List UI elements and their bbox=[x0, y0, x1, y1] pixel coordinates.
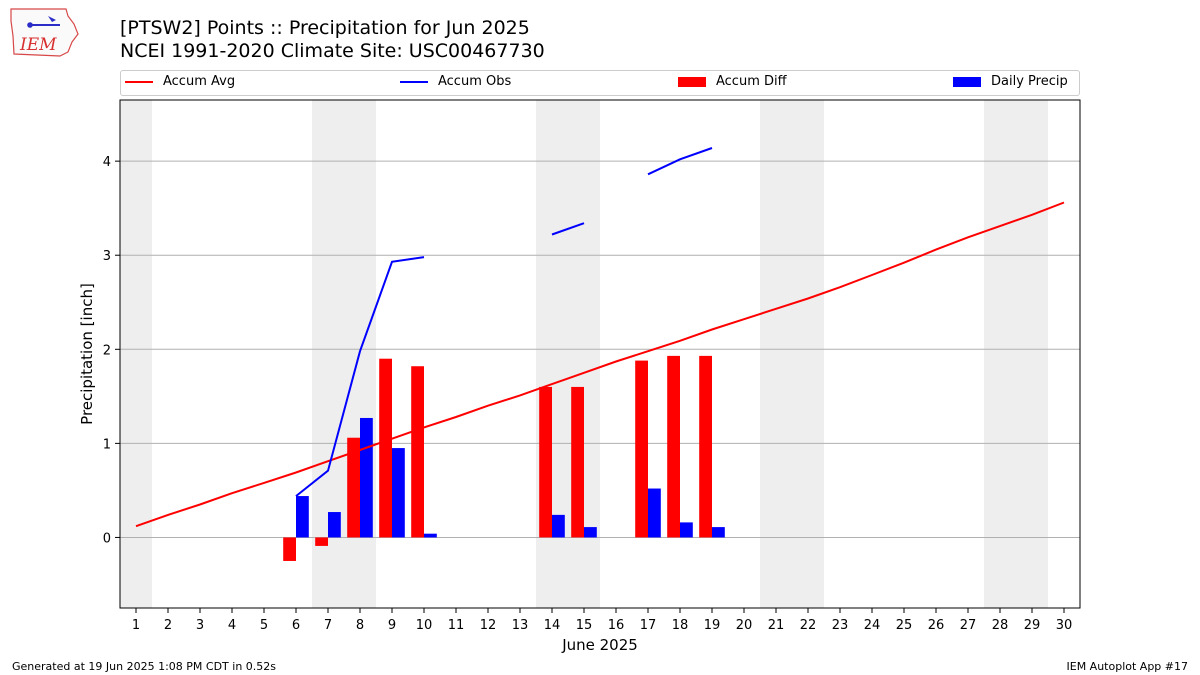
daily-precip-bar-19 bbox=[712, 527, 725, 538]
logo-text: IEM bbox=[19, 35, 57, 55]
x-tick-label-11: 11 bbox=[448, 618, 465, 633]
accum-diff-bar-18 bbox=[667, 355, 680, 538]
x-tick-label-8: 8 bbox=[356, 618, 364, 633]
y-axis-label: Precipitation [inch] bbox=[78, 283, 96, 425]
x-tick-label-24: 24 bbox=[864, 618, 881, 633]
y-tick-label-0: 0 bbox=[103, 531, 111, 546]
lines bbox=[135, 147, 1065, 528]
accum-obs-line-1 bbox=[551, 222, 585, 236]
x-tick-label-7: 7 bbox=[324, 618, 332, 633]
legend-label-daily-precip: Daily Precip bbox=[991, 74, 1068, 89]
footer-app: IEM Autoplot App #17 bbox=[1066, 660, 1189, 673]
accum-diff-bar-8 bbox=[347, 437, 360, 538]
accum-diff-bar-10 bbox=[411, 366, 424, 538]
daily-precip-bar-7 bbox=[328, 512, 341, 538]
x-tick-label-29: 29 bbox=[1024, 618, 1041, 633]
x-tick-label-1: 1 bbox=[132, 618, 140, 633]
x-tick-label-19: 19 bbox=[704, 618, 721, 633]
weekend-band-4 bbox=[984, 100, 1048, 608]
x-tick-label-15: 15 bbox=[576, 618, 593, 633]
gridlines bbox=[120, 160, 1080, 538]
iem-logo: IEM bbox=[10, 8, 79, 57]
legend-swatch-accum-diff bbox=[678, 76, 706, 87]
accum-diff-bar-19 bbox=[699, 355, 712, 538]
daily-precip-bar-17 bbox=[648, 488, 661, 538]
x-tick-label-27: 27 bbox=[960, 618, 977, 633]
legend-daily-precip: Daily Precip bbox=[953, 74, 1068, 89]
daily-precip-bar-6 bbox=[296, 496, 309, 538]
legend-swatch-daily-precip bbox=[953, 76, 981, 87]
accum-avg-line bbox=[135, 201, 1065, 528]
legend: Accum Avg Accum Obs Accum Diff Daily Pre… bbox=[120, 70, 1080, 96]
x-tick-label-20: 20 bbox=[736, 618, 753, 633]
x-tick-label-26: 26 bbox=[928, 618, 945, 633]
legend-label-accum-diff: Accum Diff bbox=[716, 74, 787, 89]
accum-diff-bar-15 bbox=[571, 386, 584, 538]
weekend-band-3 bbox=[760, 100, 824, 608]
x-tick-label-18: 18 bbox=[672, 618, 689, 633]
x-tick-label-21: 21 bbox=[768, 618, 785, 633]
x-tick-label-6: 6 bbox=[292, 618, 300, 633]
x-tick-label-4: 4 bbox=[228, 618, 236, 633]
x-tick-label-25: 25 bbox=[896, 618, 913, 633]
x-tick-label-3: 3 bbox=[196, 618, 204, 633]
x-tick-label-5: 5 bbox=[260, 618, 268, 633]
x-tick-label-22: 22 bbox=[800, 618, 817, 633]
y-tick-label-3: 3 bbox=[103, 249, 111, 264]
accum-obs-line-2 bbox=[647, 147, 713, 176]
accum-diff-bar-6 bbox=[283, 537, 296, 561]
daily-precip-bar-18 bbox=[680, 522, 693, 538]
x-axis-label: June 2025 bbox=[561, 636, 638, 654]
x-tick-label-28: 28 bbox=[992, 618, 1009, 633]
x-tick-label-23: 23 bbox=[832, 618, 849, 633]
daily-precip-bar-15 bbox=[584, 527, 597, 538]
legend-accum-obs: Accum Obs bbox=[400, 74, 511, 89]
x-tick-label-2: 2 bbox=[164, 618, 172, 633]
legend-accum-diff: Accum Diff bbox=[678, 74, 787, 89]
daily-precip-bar-14 bbox=[552, 514, 565, 538]
accum-diff-bar-17 bbox=[635, 360, 648, 538]
x-tick-label-14: 14 bbox=[544, 618, 561, 633]
x-tick-label-13: 13 bbox=[512, 618, 529, 633]
x-tick-label-9: 9 bbox=[388, 618, 396, 633]
daily-precip-bar-10 bbox=[424, 533, 437, 538]
x-tick-label-16: 16 bbox=[608, 618, 625, 633]
accum-diff-bar-14 bbox=[539, 386, 552, 538]
legend-label-accum-obs: Accum Obs bbox=[438, 74, 512, 89]
y-tick-label-2: 2 bbox=[103, 343, 111, 358]
daily-precip-bar-8 bbox=[360, 417, 373, 538]
chart-title: [PTSW2] Points :: Precipitation for Jun … bbox=[120, 17, 530, 39]
y-tick-label-1: 1 bbox=[103, 437, 111, 452]
legend-swatch-accum-avg bbox=[125, 80, 153, 83]
bars bbox=[283, 355, 725, 561]
weekend-band-0 bbox=[120, 100, 152, 608]
footer-generated: Generated at 19 Jun 2025 1:08 PM CDT in … bbox=[12, 660, 277, 673]
legend-accum-avg: Accum Avg bbox=[125, 74, 235, 89]
accum-diff-bar-9 bbox=[379, 358, 392, 538]
legend-label-accum-avg: Accum Avg bbox=[163, 74, 236, 89]
accum-obs-line-0 bbox=[295, 256, 425, 497]
x-tick-label-30: 30 bbox=[1056, 618, 1073, 633]
accum-diff-bar-7 bbox=[315, 537, 328, 546]
chart-subtitle: NCEI 1991-2020 Climate Site: USC00467730 bbox=[120, 40, 545, 62]
daily-precip-bar-9 bbox=[392, 448, 405, 538]
legend-swatch-accum-obs bbox=[400, 80, 428, 83]
y-tick-label-4: 4 bbox=[103, 155, 111, 170]
plot-frame bbox=[119, 99, 1081, 609]
x-tick-label-17: 17 bbox=[640, 618, 657, 633]
x-tick-label-10: 10 bbox=[416, 618, 433, 633]
x-tick-label-12: 12 bbox=[480, 618, 497, 633]
